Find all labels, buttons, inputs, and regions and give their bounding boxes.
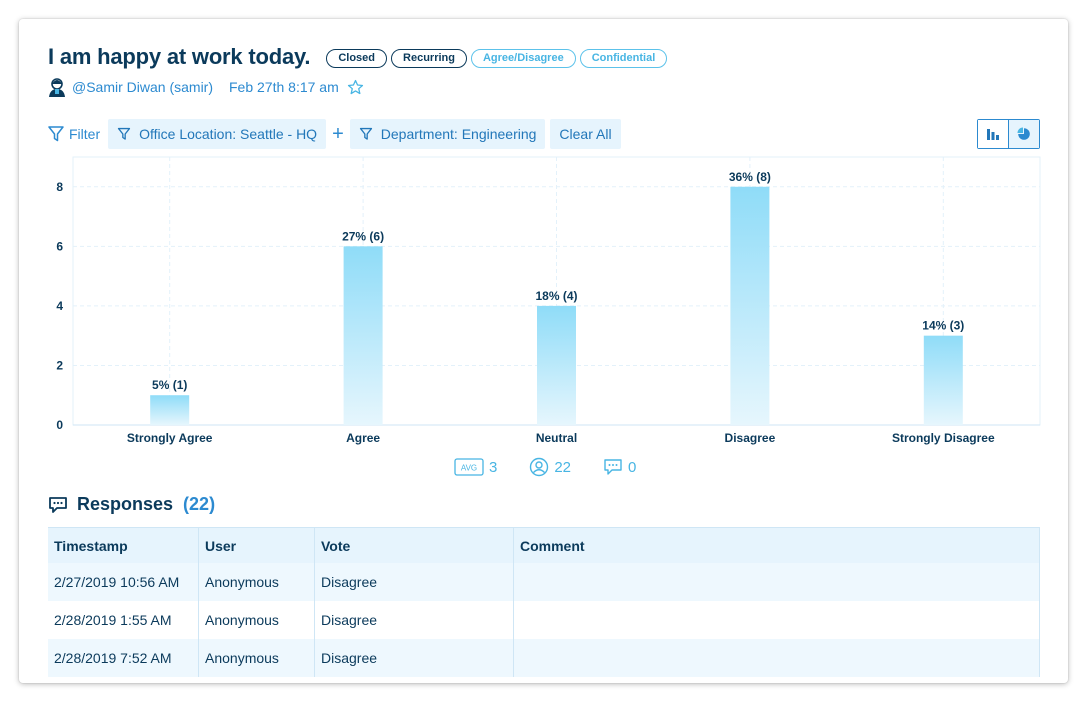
status-badge-recurring: Recurring bbox=[391, 48, 467, 68]
cell-comment bbox=[513, 639, 1040, 677]
cell-vote: Disagree bbox=[314, 639, 514, 677]
filter-chip-department[interactable]: Department: Engineering bbox=[349, 119, 546, 149]
funnel-icon bbox=[118, 127, 131, 140]
cell-timestamp: 2/28/2019 1:55 AM bbox=[48, 601, 199, 639]
y-tick-label: 8 bbox=[56, 180, 63, 194]
bar-data-label: 5% (1) bbox=[152, 378, 187, 392]
bar-disagree[interactable] bbox=[730, 186, 770, 425]
filter-chip-office-location[interactable]: Office Location: Seattle - HQ bbox=[108, 119, 327, 149]
user-icon bbox=[530, 457, 549, 477]
badge-group: Closed Recurring Agree/Disagree Confiden… bbox=[326, 48, 668, 68]
y-tick-label: 4 bbox=[56, 299, 63, 313]
filter-label: Filter bbox=[69, 126, 101, 142]
avg-icon: AVG bbox=[454, 458, 484, 476]
avg-icon-label: AVG bbox=[461, 464, 477, 473]
bar-strongly-disagree[interactable] bbox=[923, 335, 963, 425]
cell-comment bbox=[513, 601, 1040, 639]
bar-neutral[interactable] bbox=[537, 305, 576, 425]
clear-all-button[interactable]: Clear All bbox=[550, 119, 621, 149]
bar-data-label: 36% (8) bbox=[729, 170, 771, 184]
y-tick-label: 2 bbox=[56, 358, 63, 372]
respondents-value: 22 bbox=[554, 458, 572, 476]
bar-data-label: 14% (3) bbox=[922, 319, 964, 333]
y-tick-label: 6 bbox=[56, 239, 63, 253]
filter-chip-label: Office Location: Seattle - HQ bbox=[139, 126, 318, 142]
responses-title: Responses bbox=[77, 494, 174, 514]
pie-chart-view-button[interactable] bbox=[1009, 120, 1039, 148]
cell-user: Anonymous bbox=[198, 601, 315, 639]
comments-value: 0 bbox=[628, 458, 637, 476]
cell-user: Anonymous bbox=[198, 639, 315, 677]
cell-vote: Disagree bbox=[314, 563, 514, 601]
cell-comment bbox=[513, 563, 1040, 601]
status-badge-closed: Closed bbox=[326, 48, 388, 68]
column-header-vote[interactable]: Vote bbox=[314, 527, 514, 563]
funnel-icon bbox=[359, 127, 372, 140]
comment-icon bbox=[604, 459, 622, 475]
responses-count: (22) bbox=[183, 494, 216, 514]
average-value: 3 bbox=[489, 458, 498, 476]
filter-bar: Filter Office Location: Seattle - HQ + D… bbox=[47, 119, 621, 149]
poll-title: I am happy at work today. bbox=[48, 44, 311, 69]
author-link[interactable]: @Samir Diwan (samir) bbox=[72, 79, 213, 95]
star-icon[interactable] bbox=[347, 79, 364, 96]
cell-timestamp: 2/27/2019 10:56 AM bbox=[48, 563, 199, 601]
title-row: I am happy at work today. Closed Recurri… bbox=[48, 44, 668, 70]
respondents-stat: 22 bbox=[529, 457, 571, 477]
pie-chart-icon bbox=[1017, 127, 1030, 140]
poll-date: Feb 27th 8:17 am bbox=[229, 79, 339, 95]
x-tick-label: Strongly Agree bbox=[127, 431, 213, 445]
column-header-timestamp[interactable]: Timestamp bbox=[48, 527, 199, 563]
summary-stats: AVG 3 22 0 bbox=[454, 457, 668, 477]
privacy-badge-confidential: Confidential bbox=[579, 48, 668, 68]
comments-stat: 0 bbox=[603, 458, 636, 476]
bar-data-label: 18% (4) bbox=[535, 289, 577, 303]
cell-user: Anonymous bbox=[198, 563, 315, 601]
average-stat: AVG 3 bbox=[454, 458, 497, 476]
cell-timestamp: 2/28/2019 7:52 AM bbox=[48, 639, 199, 677]
filter-button[interactable]: Filter bbox=[47, 125, 100, 143]
column-header-comment[interactable]: Comment bbox=[513, 527, 1040, 563]
column-header-user[interactable]: User bbox=[198, 527, 315, 563]
filter-chip-label: Department: Engineering bbox=[380, 126, 537, 142]
type-badge-agree-disagree: Agree/Disagree bbox=[470, 48, 576, 68]
poll-meta: @Samir Diwan (samir) Feb 27th 8:17 am bbox=[48, 77, 364, 97]
table-row: 2/27/2019 10:56 AM Anonymous Disagree bbox=[48, 563, 1040, 601]
bar-agree[interactable] bbox=[343, 246, 383, 425]
comment-icon bbox=[49, 496, 67, 513]
add-filter-button[interactable]: + bbox=[332, 123, 344, 145]
table-header-row: Timestamp User Vote Comment bbox=[48, 527, 1040, 563]
responses-table: Timestamp User Vote Comment 2/27/2019 10… bbox=[48, 527, 1040, 677]
funnel-icon bbox=[48, 126, 64, 142]
bar-chart-view-button[interactable] bbox=[978, 120, 1009, 148]
poll-card: I am happy at work today. Closed Recurri… bbox=[19, 19, 1068, 683]
y-tick-label: 0 bbox=[56, 418, 63, 432]
avatar-icon bbox=[49, 78, 65, 97]
x-tick-label: Disagree bbox=[725, 431, 776, 445]
x-tick-label: Strongly Disagree bbox=[892, 431, 995, 445]
bar-strongly-agree[interactable] bbox=[150, 395, 190, 425]
table-row: 2/28/2019 7:52 AM Anonymous Disagree bbox=[48, 639, 1040, 677]
x-tick-label: Agree bbox=[346, 431, 380, 445]
table-row: 2/28/2019 1:55 AM Anonymous Disagree bbox=[48, 601, 1040, 639]
bar-chart: 0 2 4 6 8 5% (1) Strongly Agree 27% (6) Agree 18%… bbox=[56, 156, 1041, 445]
responses-header: Responses (22) bbox=[48, 494, 215, 515]
bar-chart-icon bbox=[987, 129, 999, 140]
x-tick-label: Neutral bbox=[536, 431, 577, 445]
chart-view-toggle bbox=[977, 119, 1040, 149]
cell-vote: Disagree bbox=[314, 601, 514, 639]
bar-data-label: 27% (6) bbox=[342, 229, 384, 243]
